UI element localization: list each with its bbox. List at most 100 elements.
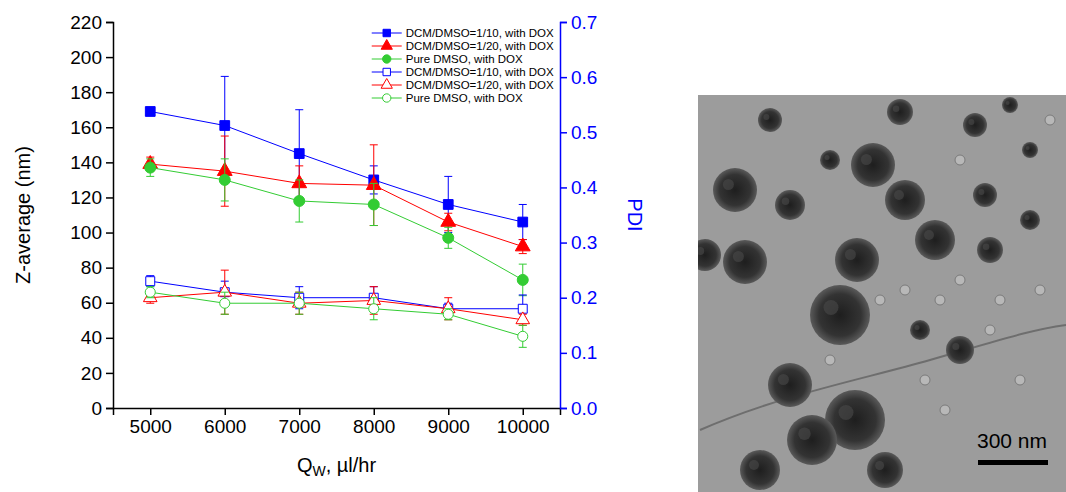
particle-texture	[698, 247, 704, 255]
marker	[518, 331, 528, 341]
particle-texture	[893, 106, 900, 113]
tick-label: 0.7	[571, 12, 597, 33]
tick-label: 100	[70, 222, 102, 243]
particle-texture	[733, 251, 744, 262]
tick-mark	[106, 267, 113, 269]
scale-bar	[978, 460, 1048, 465]
small-particle	[985, 325, 995, 335]
legend-symbol	[383, 68, 390, 75]
tick: 10000	[497, 408, 550, 437]
tick-mark	[106, 302, 113, 304]
particle-texture	[875, 461, 884, 470]
error-bar	[146, 276, 154, 287]
small-particle	[995, 295, 1005, 305]
tick-mark	[106, 22, 113, 24]
small-particle	[940, 405, 950, 415]
tick-label: 0.2	[571, 287, 597, 308]
tick: 0	[91, 398, 113, 419]
legend: DCM/DMSO=1/10, with DOXDCM/DMSO=1/20, wi…	[372, 27, 554, 104]
particle	[698, 239, 721, 271]
tick: 0.1	[560, 342, 597, 363]
tick-mark	[560, 408, 567, 410]
tick: 0.6	[560, 67, 597, 88]
small-particle	[900, 285, 910, 295]
legend-item: DCM/DMSO=1/20, with DOX	[372, 78, 554, 91]
tick: 100	[70, 222, 113, 243]
particle	[835, 238, 879, 282]
particle	[820, 150, 840, 170]
tick: 120	[70, 187, 113, 208]
particle-texture	[978, 189, 984, 195]
series	[146, 276, 527, 323]
tick-mark	[106, 197, 113, 199]
tick-label: 80	[81, 257, 102, 278]
tick-mark	[374, 408, 376, 415]
tick: 60	[81, 292, 113, 313]
series-line	[150, 111, 523, 222]
tick: 0.0	[560, 398, 597, 419]
tick-mark	[560, 22, 567, 24]
particle-texture	[983, 244, 990, 251]
y2-axis-title: PDI	[624, 198, 646, 231]
tick: 6000	[204, 408, 246, 437]
tick-mark	[523, 408, 525, 415]
legend-label: DCM/DMSO=1/20, with DOX	[406, 40, 554, 52]
particle	[1022, 142, 1038, 158]
particle-texture	[798, 428, 811, 441]
series	[145, 159, 528, 296]
marker	[146, 277, 155, 286]
legend-item: Pure DMSO, with DOX	[372, 92, 523, 104]
x-axis-title-part: Q	[297, 454, 313, 476]
particle	[768, 363, 812, 407]
marker	[369, 304, 379, 314]
particle-texture	[952, 343, 959, 350]
tick: 0.7	[560, 12, 597, 33]
marker	[145, 107, 155, 117]
legend-label: DCM/DMSO=1/20, with DOX	[406, 79, 554, 91]
legend-symbol	[383, 55, 391, 63]
marker	[517, 274, 528, 285]
particle	[867, 452, 903, 488]
tick-label: 220	[70, 12, 102, 33]
x-axis-title-part: , µl/hr	[326, 454, 377, 476]
particle	[910, 320, 930, 340]
particle	[758, 108, 782, 132]
particle	[713, 168, 757, 212]
tick: 200	[70, 47, 113, 68]
tick: 0.2	[560, 287, 597, 308]
particle	[973, 183, 997, 207]
tick-label: 40	[81, 327, 102, 348]
tick: 0.4	[560, 177, 598, 198]
marker	[294, 298, 304, 308]
legend-label: Pure DMSO, with DOX	[406, 53, 523, 65]
tick-mark	[106, 232, 113, 234]
tick-label: 0.1	[571, 342, 597, 363]
tick-label: 0	[91, 398, 102, 419]
legend-item: DCM/DMSO=1/10, with DOX	[372, 27, 554, 39]
particle-texture	[1006, 101, 1010, 105]
y-axis-title: Z-average (nm)	[12, 146, 34, 284]
series	[145, 76, 527, 239]
marker	[145, 162, 156, 173]
micrograph	[698, 95, 1066, 492]
particle-texture	[894, 190, 904, 200]
tick-mark	[560, 77, 567, 79]
small-particle	[955, 275, 965, 285]
particle-texture	[915, 325, 920, 330]
series-line	[150, 281, 523, 309]
particle	[915, 220, 955, 260]
tick-mark	[560, 297, 567, 299]
axis-line	[114, 409, 561, 416]
particle-texture	[924, 230, 934, 240]
legend-symbol	[381, 78, 392, 88]
particle-texture	[1025, 215, 1030, 220]
marker	[145, 287, 155, 297]
plot-area	[143, 76, 530, 347]
y2-axis: 0.00.10.20.30.40.50.60.7	[560, 12, 598, 419]
tick: 220	[70, 12, 113, 33]
legend-symbol	[383, 29, 390, 36]
tick-label: 8000	[353, 416, 395, 437]
tick-mark	[560, 353, 567, 355]
particle	[887, 99, 913, 125]
small-particle	[955, 155, 965, 165]
